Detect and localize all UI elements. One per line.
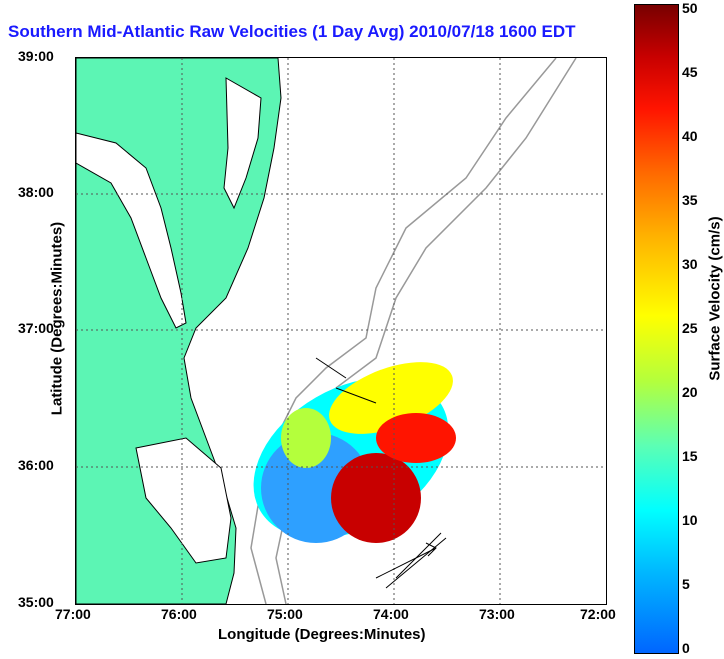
x-tick: 77:00 xyxy=(55,606,91,622)
delmarva-bay xyxy=(223,77,262,210)
y-tick: 35:00 xyxy=(18,594,54,610)
x-tick: 75:00 xyxy=(267,606,303,622)
x-tick: 76:00 xyxy=(161,606,197,622)
chesapeake-bay xyxy=(76,132,187,329)
colorbar-tick: 15 xyxy=(682,448,698,464)
colorbar-tick: 30 xyxy=(682,256,698,272)
x-tick: 72:00 xyxy=(580,606,616,622)
colorbar xyxy=(634,4,679,654)
map-svg xyxy=(76,58,606,604)
velocity-arrows xyxy=(315,357,447,589)
colorbar-tick: 40 xyxy=(682,128,698,144)
colorbar-tick: 45 xyxy=(682,64,698,80)
colorbar-tick: 35 xyxy=(682,192,698,208)
colorbar-tick: 20 xyxy=(682,384,698,400)
y-tick: 39:00 xyxy=(18,48,54,64)
colorbar-tick: 10 xyxy=(682,512,698,528)
map-title: Southern Mid-Atlantic Raw Velocities (1 … xyxy=(8,22,576,41)
colorbar-tick: 5 xyxy=(682,576,690,592)
colorbar-tick: 50 xyxy=(682,0,698,16)
velocity-field xyxy=(253,362,456,543)
y-tick: 37:00 xyxy=(18,320,54,336)
colorbar-tick: 25 xyxy=(682,320,698,336)
y-tick: 36:00 xyxy=(18,457,54,473)
x-axis-label: Longitude (Degrees:Minutes) xyxy=(218,626,426,643)
grid-lines xyxy=(76,58,606,604)
colorbar-tick: 0 xyxy=(682,640,690,656)
colorbar-label: Surface Velocity (cm/s) xyxy=(706,216,724,381)
x-tick: 74:00 xyxy=(373,606,409,622)
y-axis-label: Latitude (Degrees:Minutes) xyxy=(48,221,66,416)
x-tick: 73:00 xyxy=(479,606,515,622)
map-plot-area xyxy=(75,57,607,605)
y-tick: 38:00 xyxy=(18,184,54,200)
pamlico-sound xyxy=(135,437,232,564)
